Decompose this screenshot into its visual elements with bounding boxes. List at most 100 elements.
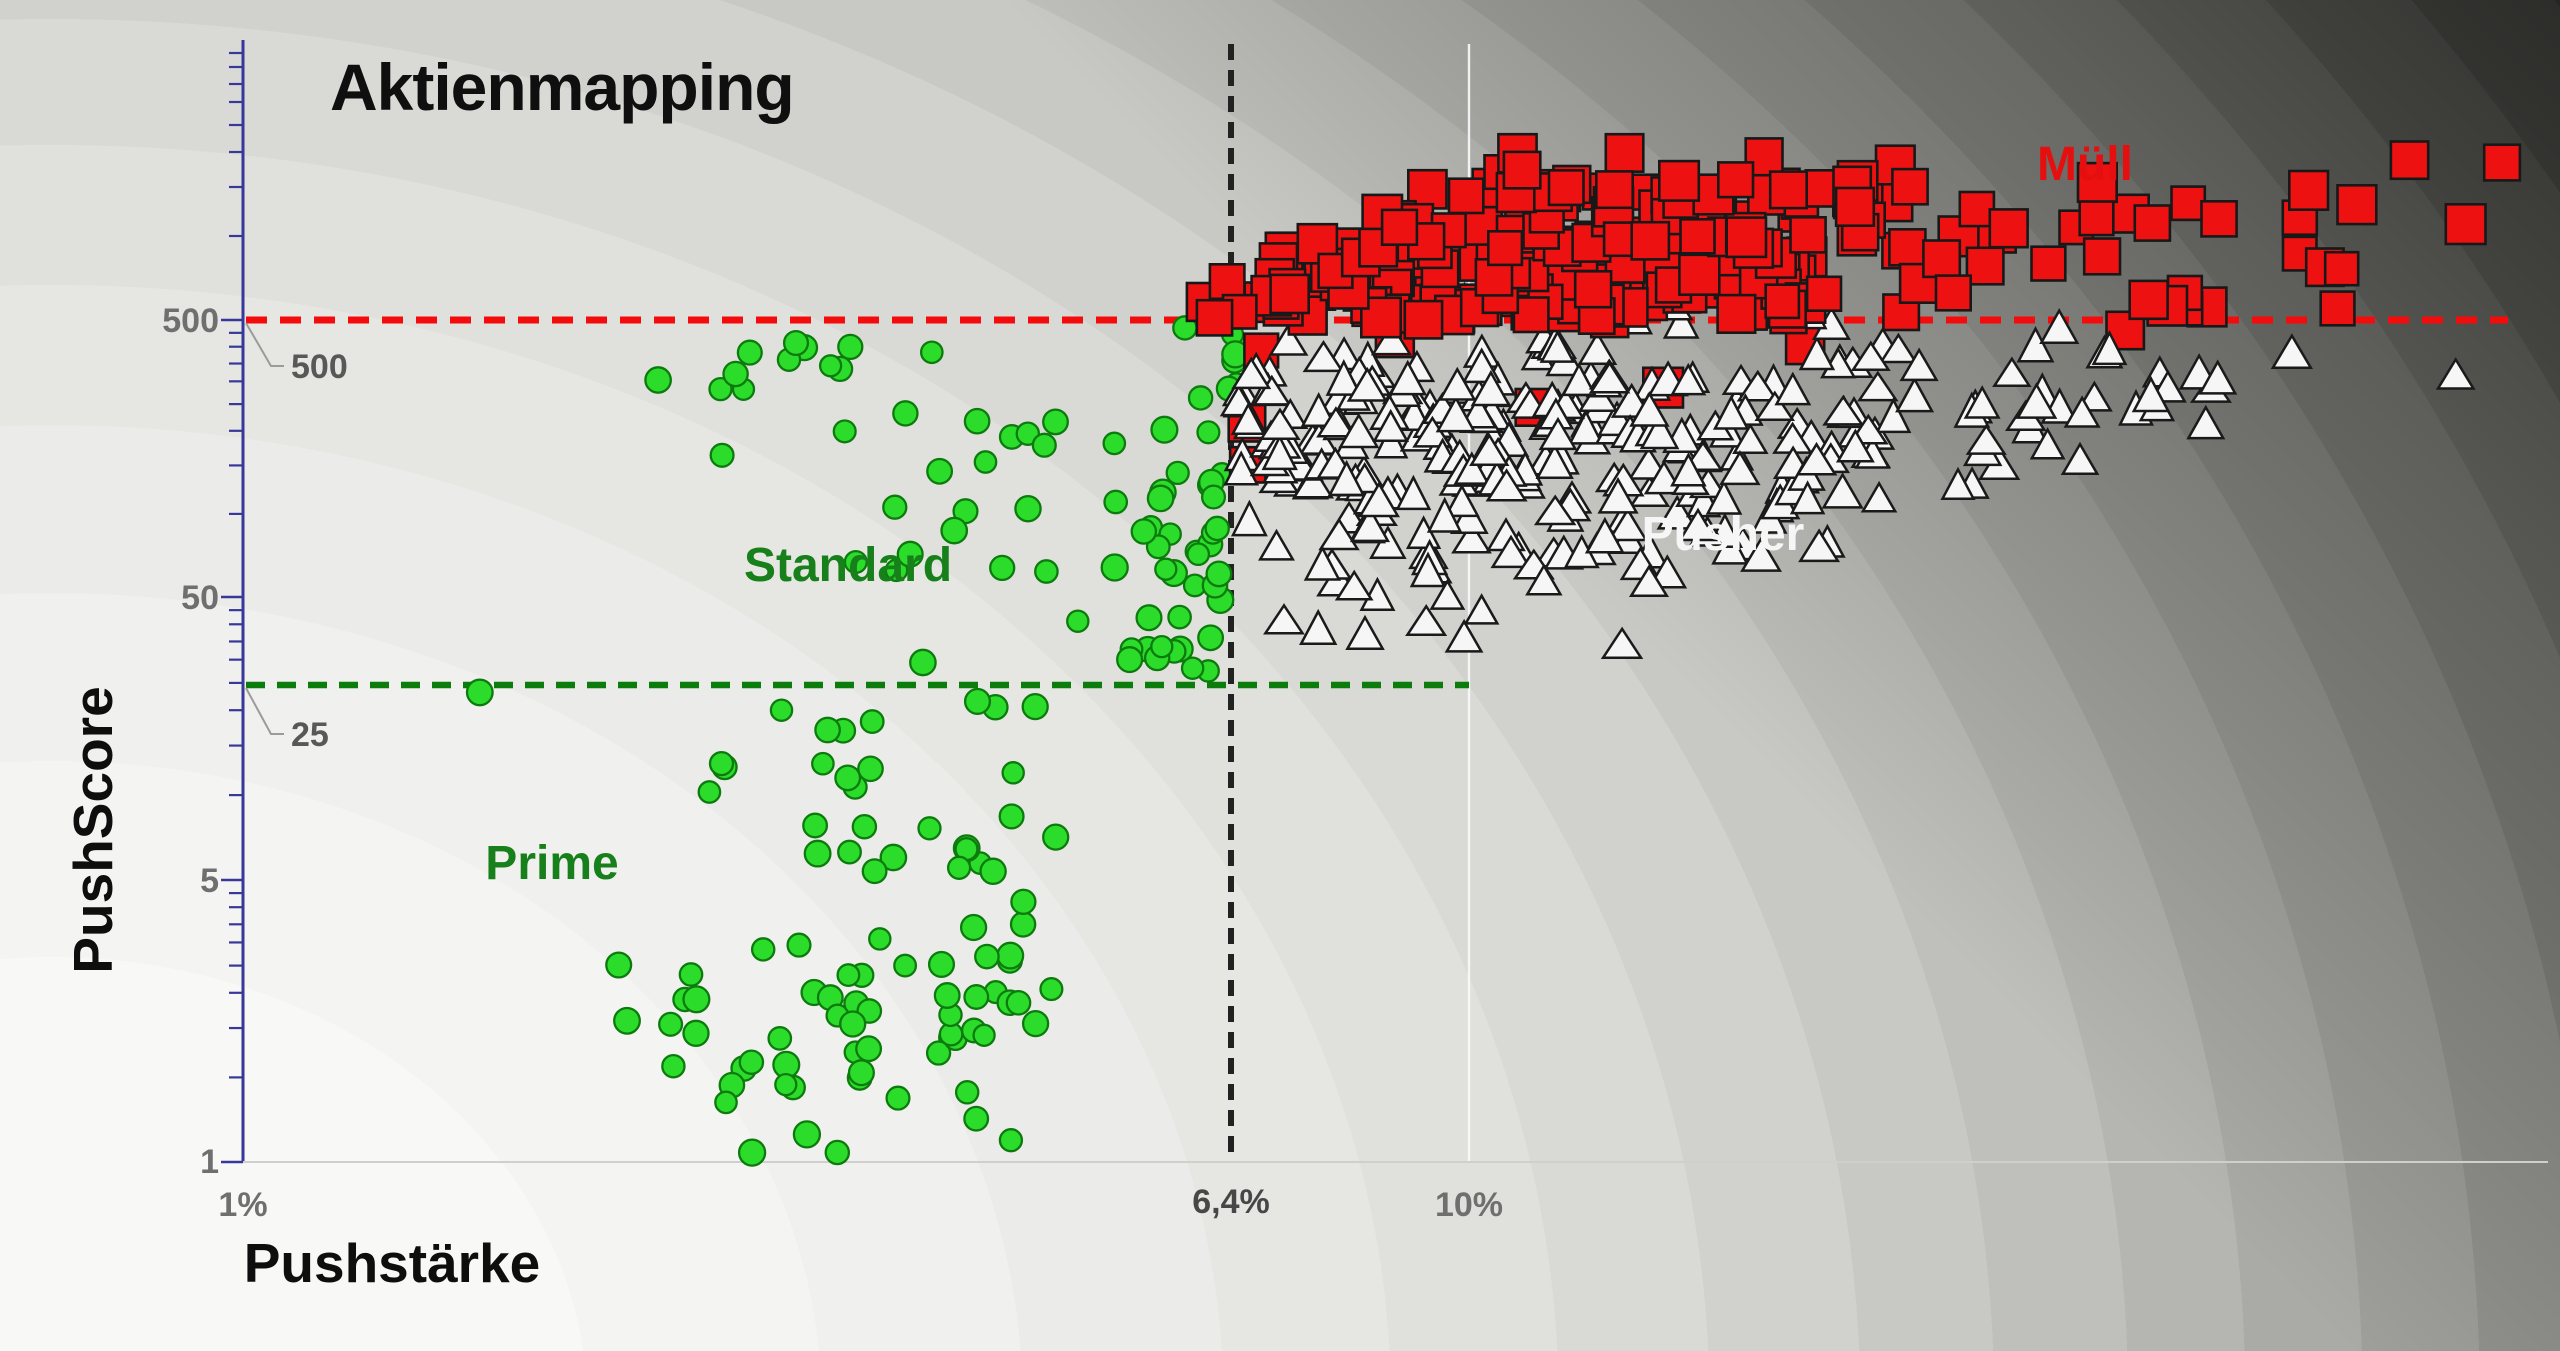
point-muell: [2444, 203, 2487, 246]
point-green: [1180, 656, 1205, 680]
point-green: [802, 812, 829, 839]
point-pusher: [1875, 397, 1912, 434]
point-pusher: [1857, 370, 1899, 402]
point-pusher: [1670, 362, 1707, 396]
point-muell: [2133, 204, 2172, 242]
point-green: [1100, 553, 1129, 582]
point-pusher: [1561, 362, 1597, 397]
point-muell: [1834, 186, 1876, 228]
point-green: [868, 927, 892, 951]
point-green: [782, 329, 810, 357]
point-green: [998, 803, 1025, 830]
point-green: [814, 716, 841, 744]
point-muell: [2128, 279, 2169, 321]
point-green: [843, 549, 868, 575]
point-green: [882, 494, 908, 520]
y-tick-5: 5: [200, 862, 219, 900]
point-green: [879, 843, 908, 872]
callout-leaders: [245, 322, 284, 735]
point-muell: [1805, 275, 1843, 312]
point-green: [909, 648, 937, 677]
point-muell: [1965, 246, 2005, 286]
point-green: [786, 932, 812, 958]
point-green: [973, 450, 998, 474]
point-green: [974, 943, 1000, 970]
point-pusher: [1895, 376, 1935, 413]
point-muell: [1512, 296, 1550, 334]
point-pusher: [1992, 356, 2032, 388]
point-pusher: [1302, 340, 1345, 373]
point-green: [1167, 604, 1192, 630]
point-pusher: [2039, 308, 2080, 345]
point-pusher: [1438, 366, 1477, 401]
point-muell: [1447, 177, 1485, 215]
point-green: [769, 698, 794, 722]
point-green: [1042, 823, 1070, 851]
point-green: [1186, 542, 1211, 567]
point-pusher: [2015, 382, 2058, 419]
point-green: [1102, 431, 1127, 456]
point-green: [1042, 408, 1069, 436]
point-green: [927, 950, 956, 978]
point-pusher: [1662, 303, 1700, 339]
point-green: [824, 1139, 851, 1166]
point-pusher: [1230, 499, 1268, 537]
point-green: [774, 1072, 798, 1097]
point-pusher: [1409, 551, 1447, 588]
point-pusher: [1358, 481, 1400, 518]
point-green: [811, 751, 835, 776]
point-muell: [1716, 293, 1757, 335]
point-muell: [2323, 250, 2360, 287]
point-green: [917, 816, 942, 841]
point-muell: [1764, 283, 1801, 320]
y-tick-500: 500: [162, 302, 219, 340]
point-green: [963, 407, 991, 435]
point-green: [465, 678, 494, 707]
zone-label-pusher: Pusher: [1642, 508, 1805, 561]
point-muell: [1487, 230, 1524, 267]
point-green: [839, 1010, 867, 1038]
point-pusher: [1459, 394, 1498, 429]
series-muell: [1185, 132, 2522, 340]
point-pusher: [2016, 325, 2055, 363]
point-green: [1196, 420, 1221, 445]
point-pusher: [2063, 395, 2101, 428]
point-pusher: [1490, 534, 1532, 569]
point-muell: [1630, 220, 1671, 261]
point-pusher: [1740, 536, 1782, 572]
point-green: [837, 839, 862, 865]
point-pusher: [1252, 374, 1292, 406]
point-pusher: [1963, 385, 2001, 419]
point-green: [919, 340, 944, 365]
point-pusher: [1268, 322, 1309, 356]
series-pusher: [1219, 277, 2476, 659]
point-muell: [1988, 208, 2029, 249]
point-pusher: [1327, 459, 1366, 497]
point-green: [836, 963, 861, 988]
point-pusher: [1795, 441, 1838, 476]
point-green: [1150, 634, 1174, 659]
point-green: [933, 982, 961, 1009]
point-green: [972, 1023, 996, 1047]
point-pusher: [1318, 517, 1360, 551]
point-muell: [1360, 296, 1403, 339]
point-pusher: [1426, 496, 1463, 533]
point-green: [1021, 692, 1049, 721]
point-muell: [2170, 185, 2207, 222]
point-muell: [1768, 170, 1808, 210]
point-pusher: [1444, 618, 1484, 653]
point-green: [837, 333, 864, 361]
point-green: [851, 813, 878, 840]
point-green: [959, 913, 988, 942]
point-green: [946, 855, 972, 880]
point-muell: [1604, 132, 1645, 173]
point-pusher: [1372, 408, 1410, 443]
point-green: [855, 1035, 883, 1063]
point-green: [1204, 515, 1230, 542]
point-pusher: [1429, 578, 1466, 610]
point-pusher: [1263, 603, 1305, 635]
point-pusher: [1388, 359, 1428, 396]
point-pusher: [1678, 507, 1718, 542]
x-tick-10pct: 10%: [1435, 1186, 1503, 1224]
